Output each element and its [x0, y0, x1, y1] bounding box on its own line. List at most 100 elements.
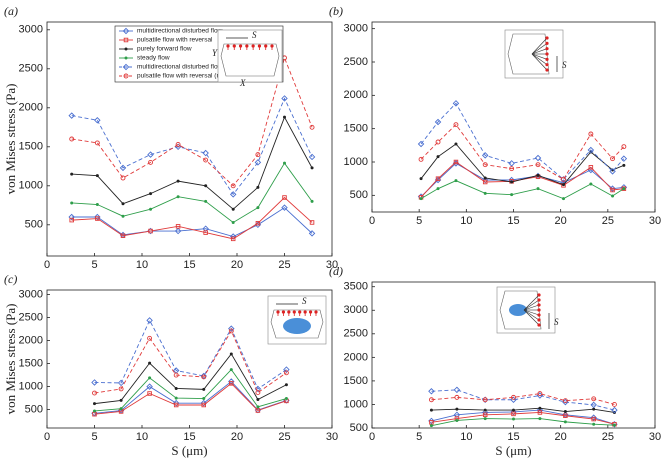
marker: [482, 412, 488, 418]
marker: [174, 386, 178, 390]
y-tick-label: 2000: [19, 335, 43, 347]
vessel: [507, 33, 550, 75]
inset-label: Y: [212, 48, 218, 58]
marker: [563, 410, 567, 414]
marker: [589, 182, 593, 186]
marker: [204, 184, 208, 188]
marker: [176, 179, 180, 183]
y-tick-label: 500: [25, 219, 43, 231]
y-tick-label: 1000: [344, 156, 368, 168]
marker: [536, 173, 540, 177]
marker: [537, 410, 543, 415]
y-tick-label: 2000: [344, 351, 368, 363]
x-tick-label: 10: [136, 259, 148, 271]
marker: [229, 352, 233, 356]
panel-label: (a): [4, 4, 18, 18]
marker: [281, 204, 288, 211]
marker: [588, 131, 594, 137]
force-head: [270, 44, 274, 48]
marker: [308, 153, 316, 161]
force-head: [281, 310, 286, 314]
marker: [419, 197, 423, 201]
marker: [118, 386, 124, 392]
inset-label: S: [302, 296, 307, 306]
marker: [148, 361, 152, 365]
marker: [95, 203, 99, 207]
y-tick-label: 500: [25, 404, 43, 416]
marker: [453, 411, 461, 419]
vessel: [499, 290, 542, 330]
marker: [200, 399, 207, 407]
marker: [428, 397, 434, 403]
y-tick-label: 1000: [19, 381, 43, 393]
x-tick-label: 15: [183, 259, 195, 271]
marker: [610, 156, 615, 162]
marker: [483, 176, 487, 180]
x-tick-label: 25: [278, 259, 290, 271]
y-tick-label: 2000: [344, 89, 368, 101]
inset: S: [267, 295, 327, 345]
marker: [283, 370, 289, 376]
panel: 0 5 10 15 20 25 30 500 1000 1500 2000 2500 3000 3500(…: [329, 264, 661, 458]
force-head: [238, 44, 243, 48]
force-head: [264, 44, 268, 48]
force-head: [314, 310, 318, 314]
force-arrow: [531, 37, 548, 55]
x-tick-label: 10: [460, 215, 472, 227]
series-line: [420, 162, 624, 197]
marker: [95, 216, 100, 221]
marker: [117, 379, 125, 387]
force-head: [545, 52, 549, 56]
marker: [610, 187, 615, 193]
series-line: [71, 196, 313, 240]
x-tick-label: 0: [44, 431, 50, 443]
marker: [283, 366, 290, 373]
marker: [69, 217, 74, 223]
marker: [149, 207, 153, 211]
marker: [538, 417, 542, 421]
marker: [70, 201, 74, 205]
cell: [283, 318, 311, 334]
marker: [94, 117, 101, 124]
panel: 0 5 10 15 20 25 30 500 1000 1500 2000 2500 3000(a) vo…: [3, 4, 338, 271]
marker: [202, 149, 209, 157]
y-tick-label: 3000: [19, 289, 43, 301]
series-line: [431, 389, 615, 411]
marker: [173, 372, 179, 378]
marker: [591, 396, 597, 402]
marker: [255, 408, 261, 413]
marker: [123, 37, 129, 43]
inset: S: [504, 29, 567, 79]
x-tick-label: 5: [91, 431, 97, 443]
marker: [146, 383, 153, 390]
x-tick-label: 10: [136, 431, 148, 443]
legend-label: purely forward flow: [137, 46, 192, 53]
marker: [174, 227, 182, 235]
marker: [203, 230, 208, 235]
marker: [453, 159, 459, 165]
y-tick-label: 1000: [344, 398, 368, 410]
marker: [588, 165, 594, 170]
marker: [202, 397, 206, 401]
force-head: [545, 57, 549, 61]
x-tick-label: 5: [416, 215, 422, 227]
marker: [68, 112, 75, 119]
force-arrow: [523, 294, 540, 311]
series-line: [94, 382, 287, 415]
series-line: [71, 97, 313, 196]
legend-label: pulsatile flow with reversal (r* = 0): [137, 73, 234, 80]
marker: [173, 402, 179, 408]
marker: [228, 378, 235, 385]
marker: [534, 154, 542, 162]
marker: [436, 155, 440, 159]
x-tick-label: 20: [231, 431, 243, 443]
marker: [120, 175, 126, 181]
force-head: [257, 44, 262, 48]
inset-frame: [504, 29, 564, 79]
y-tick-label: 3000: [344, 23, 368, 35]
marker: [202, 225, 209, 232]
inset-label: S: [554, 317, 559, 327]
y-tick-label: 1000: [19, 180, 43, 192]
marker: [434, 118, 442, 126]
